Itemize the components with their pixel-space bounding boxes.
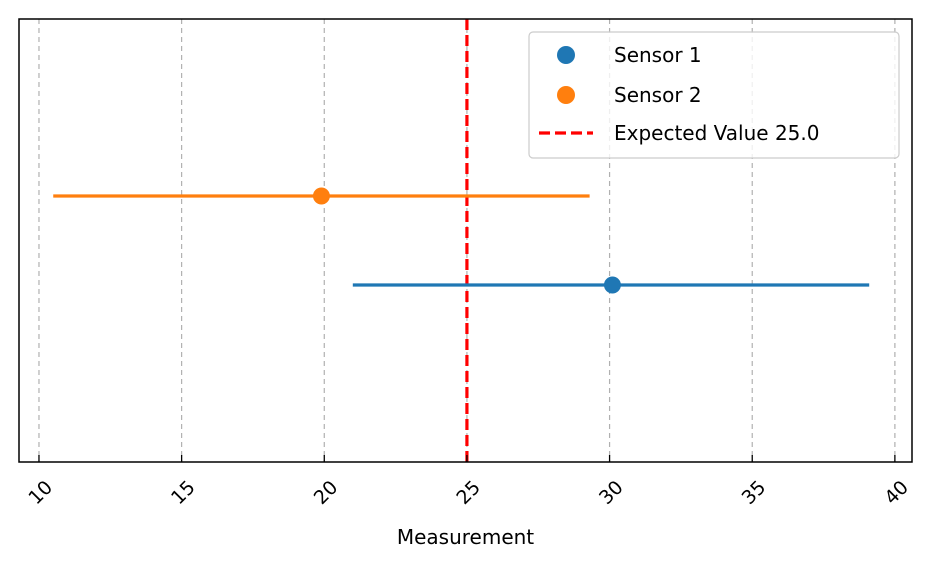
data-point <box>603 276 621 294</box>
x-axis-ticks: 10 15 20 25 30 35 40 <box>24 455 913 509</box>
x-tick-label: 40 <box>880 476 913 509</box>
legend-marker <box>557 86 575 104</box>
x-tick-label: 25 <box>452 476 485 509</box>
x-tick-label: 10 <box>24 476 57 509</box>
legend-label: Sensor 1 <box>614 43 702 67</box>
x-axis-label: Measurement <box>397 525 534 549</box>
data-point <box>312 187 330 205</box>
x-tick-label: 20 <box>310 476 343 509</box>
x-tick-label: 35 <box>738 476 771 509</box>
x-tick-label: 15 <box>167 476 200 509</box>
series-layer <box>53 187 870 294</box>
legend-label: Sensor 2 <box>614 83 702 107</box>
legend: Sensor 1 Sensor 2 Expected Value 25.0 <box>528 31 900 159</box>
legend-box <box>528 31 900 159</box>
legend-marker <box>557 46 575 64</box>
legend-label: Expected Value 25.0 <box>614 121 819 145</box>
x-tick-label: 30 <box>595 476 628 509</box>
plot-area-frame <box>18 18 913 463</box>
